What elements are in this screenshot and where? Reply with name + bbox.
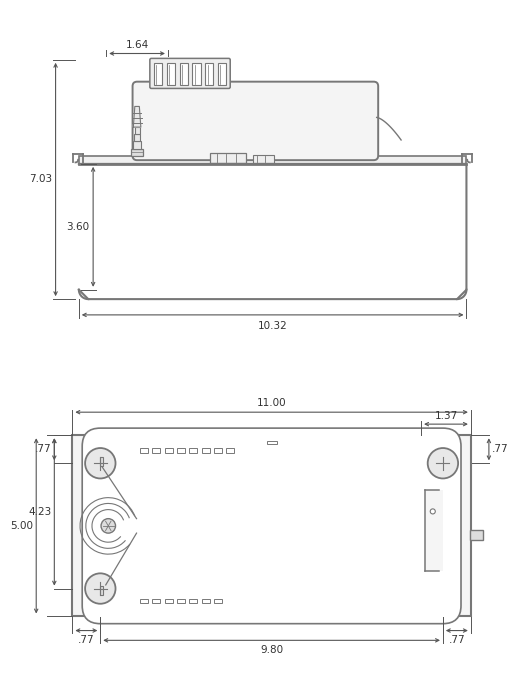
Bar xyxy=(470,530,483,540)
Bar xyxy=(202,448,210,453)
Bar xyxy=(254,155,274,163)
Bar xyxy=(135,127,139,134)
Text: .77: .77 xyxy=(449,635,465,645)
Bar xyxy=(210,153,246,163)
FancyBboxPatch shape xyxy=(82,428,461,624)
Bar xyxy=(140,599,148,604)
Text: 10.32: 10.32 xyxy=(258,321,287,331)
Bar xyxy=(165,599,173,604)
Bar xyxy=(190,448,197,453)
Bar xyxy=(433,510,437,516)
FancyBboxPatch shape xyxy=(132,82,378,160)
Bar xyxy=(131,149,142,155)
Circle shape xyxy=(101,519,116,533)
Text: .77: .77 xyxy=(492,444,507,454)
Text: 5.00: 5.00 xyxy=(10,521,33,531)
Bar xyxy=(192,63,201,85)
Bar xyxy=(205,63,213,85)
Text: 4.23: 4.23 xyxy=(28,507,51,517)
Bar xyxy=(134,134,140,141)
Text: 9.80: 9.80 xyxy=(260,645,283,654)
Bar xyxy=(433,550,437,557)
Bar xyxy=(433,520,437,526)
Text: 11.00: 11.00 xyxy=(257,398,286,408)
Bar xyxy=(267,441,277,445)
Bar xyxy=(433,500,437,506)
Text: .77: .77 xyxy=(78,635,95,645)
Bar xyxy=(99,457,103,466)
Circle shape xyxy=(85,448,116,478)
Bar xyxy=(154,63,162,85)
Text: 1.64: 1.64 xyxy=(125,40,149,49)
Bar xyxy=(218,63,226,85)
Bar xyxy=(433,540,437,546)
Circle shape xyxy=(85,574,116,604)
Text: 3.60: 3.60 xyxy=(66,222,89,232)
Bar xyxy=(190,599,197,604)
Circle shape xyxy=(428,448,458,478)
Bar xyxy=(179,63,188,85)
Polygon shape xyxy=(133,107,141,127)
Bar xyxy=(79,155,466,164)
Bar xyxy=(140,448,148,453)
Circle shape xyxy=(430,509,436,514)
Bar xyxy=(99,586,103,595)
Bar xyxy=(153,599,160,604)
Text: .77: .77 xyxy=(35,444,51,454)
Bar xyxy=(153,448,160,453)
Bar xyxy=(425,490,443,571)
Text: 7.03: 7.03 xyxy=(29,174,52,185)
Bar xyxy=(202,599,210,604)
Bar xyxy=(226,448,234,453)
Bar xyxy=(133,141,141,149)
Bar xyxy=(214,599,222,604)
FancyBboxPatch shape xyxy=(150,59,230,89)
Bar xyxy=(165,448,173,453)
Bar xyxy=(177,599,185,604)
Text: 1.37: 1.37 xyxy=(434,411,458,420)
Bar xyxy=(73,436,471,616)
Bar xyxy=(433,530,437,537)
Bar xyxy=(167,63,175,85)
Bar xyxy=(214,448,222,453)
Bar xyxy=(177,448,185,453)
